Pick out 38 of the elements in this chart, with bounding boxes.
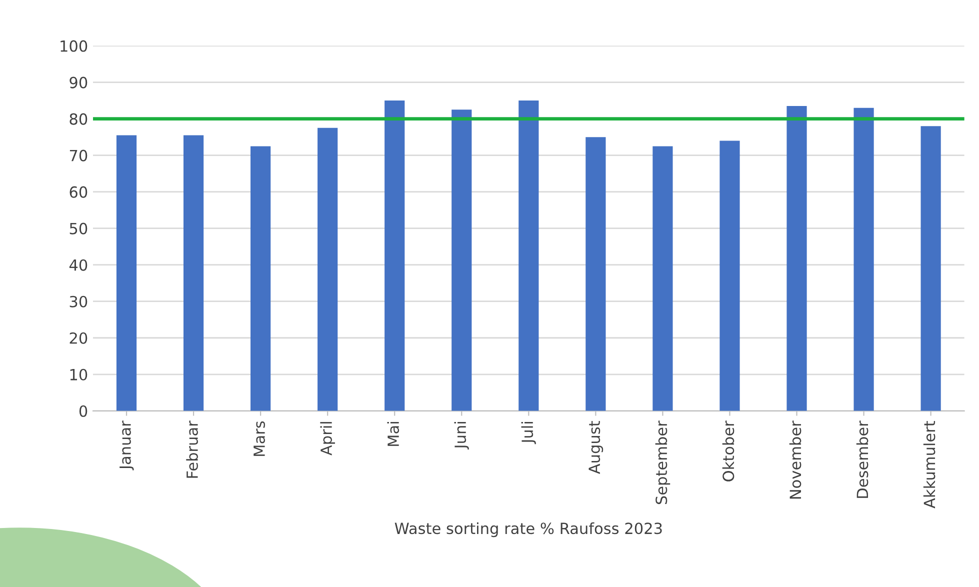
bar [854,108,874,411]
bar [116,135,137,411]
y-tick-label: 80 [70,113,88,125]
bar [920,126,941,411]
bar [518,100,539,411]
bar [586,137,606,411]
x-tick-label: Januar [120,420,134,470]
y-tick-label: 10 [70,368,88,380]
y-tick-label: 40 [69,259,88,271]
bar [384,100,405,411]
x-tick-label: Desember [856,420,868,498]
y-tick-label: 20 [70,332,88,344]
bar [652,146,673,411]
x-axis-title: Waste sorting rate % Raufoss 2023 [394,522,662,538]
bar [452,110,472,411]
y-tick-label: 0 [79,405,88,417]
bar [250,146,271,411]
x-tick-label: Juni [454,422,469,450]
y-tick-label: 30 [70,296,88,308]
x-tick-label: Februar [186,420,198,478]
bar [183,135,204,411]
x-tick-label: Juli [521,422,536,444]
y-tick-label: 70 [70,150,88,162]
x-tick-label: Mars [254,421,265,456]
x-tick-label: April [320,422,335,456]
x-tick-label: August [588,420,604,474]
bar [786,106,807,411]
y-tick-label: 90 [70,76,88,88]
x-tick-label: November [789,420,802,499]
y-tick-label: 100 [60,40,88,52]
y-tick-label: 60 [70,186,88,198]
bar [318,128,338,411]
x-tick-label: Mai [387,422,400,446]
x-tick-label: September [655,420,670,504]
x-tick-label: Akkumulert [923,420,936,508]
bar [720,140,740,411]
x-tick-label: Oktober [722,420,734,482]
y-tick-label: 50 [70,222,88,234]
